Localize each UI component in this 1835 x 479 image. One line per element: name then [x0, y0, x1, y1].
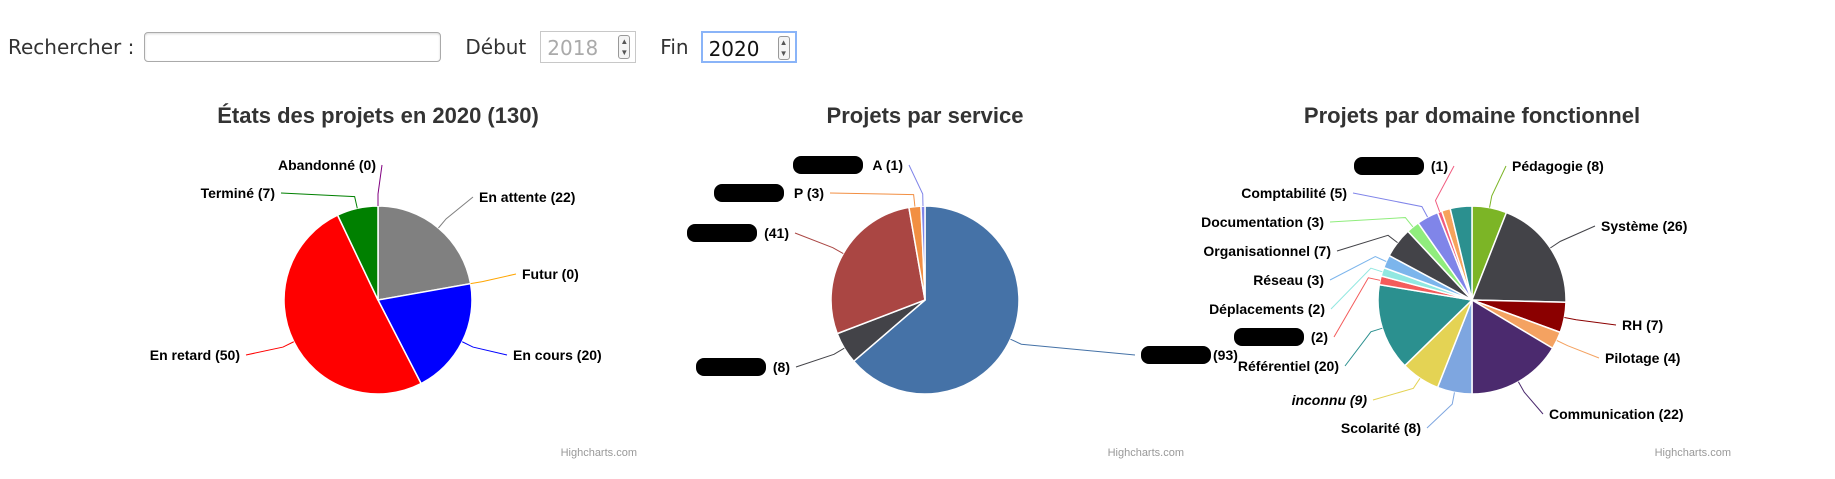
start-year-label: Début — [465, 35, 527, 59]
data-label: (1) — [1431, 158, 1448, 174]
end-year-value: 2020 — [708, 37, 760, 61]
data-label: Communication (22) — [1549, 406, 1684, 422]
connector-line — [280, 192, 358, 209]
data-label: RH (7) — [1622, 317, 1663, 333]
chart-title: États des projets en 2020 (130) — [217, 103, 539, 128]
connector-line — [1564, 317, 1617, 326]
pie-slice-slice[interactable] — [830, 206, 926, 335]
pie-slice-referentiel[interactable] — [1377, 283, 1474, 367]
connector-line — [1336, 234, 1398, 252]
connector-line — [245, 341, 294, 356]
data-label: Organisationnel (7) — [1203, 243, 1331, 259]
filter-toolbar: Rechercher : Début 2018 ▲ ▼ Fin 2020 ▲ ▼ — [8, 27, 797, 67]
chart-title: Projets par domaine fonctionnel — [1304, 103, 1640, 128]
connector-line — [1434, 165, 1455, 212]
end-year-spinner[interactable]: ▲ ▼ — [777, 36, 790, 60]
data-label: Abandonné (0) — [278, 157, 376, 173]
chart-projects-by-domain: Projets par domaine fonctionnel Pédagogie… — [1201, 103, 1731, 459]
connector-line — [1556, 340, 1600, 359]
highcharts-credits[interactable]: Highcharts.com — [1108, 447, 1184, 459]
connector-line — [438, 196, 474, 229]
data-label: En retard (50) — [150, 347, 240, 363]
connector-line — [1489, 165, 1507, 208]
data-label: En cours (20) — [513, 347, 602, 363]
connector-line — [794, 232, 844, 255]
data-label: (41) — [764, 225, 789, 241]
data-label: Référentiel (20) — [1238, 358, 1339, 374]
search-label: Rechercher : — [8, 35, 135, 59]
data-label: (93) — [1213, 347, 1238, 363]
connector-line — [1352, 192, 1429, 218]
connector-line — [795, 347, 845, 368]
data-label: A (1) — [872, 157, 903, 173]
start-year-spinner[interactable]: ▲ ▼ — [618, 35, 631, 59]
connector-line — [1329, 217, 1414, 228]
connector-line — [1517, 381, 1544, 415]
connector-line — [462, 341, 508, 356]
data-label: Système (26) — [1601, 218, 1687, 234]
data-label: En attente (22) — [479, 189, 575, 205]
redaction-mark — [1354, 157, 1424, 175]
redaction-mark — [687, 224, 757, 242]
pie-slice-en-attente[interactable] — [377, 205, 472, 301]
data-label: Déplacements (2) — [1209, 301, 1325, 317]
connector-line — [470, 273, 517, 285]
connector-line — [1372, 378, 1421, 401]
data-label: P (3) — [794, 185, 824, 201]
redaction-mark — [696, 358, 766, 376]
connector-line — [829, 192, 916, 207]
redaction-mark — [1234, 328, 1304, 346]
data-label: Futur (0) — [522, 266, 579, 282]
data-label: Pilotage (4) — [1605, 350, 1680, 366]
pie-slice-slice[interactable] — [1449, 205, 1473, 301]
pie-slice-slice[interactable] — [852, 205, 1020, 395]
data-label: Pédagogie (8) — [1512, 158, 1604, 174]
start-year-value: 2018 — [547, 36, 599, 60]
connector-line — [1329, 256, 1387, 281]
start-year-field[interactable]: 2018 ▲ ▼ — [540, 31, 637, 63]
end-year-label: Fin — [660, 35, 689, 59]
data-label: inconnu (9) — [1292, 392, 1368, 408]
pie-slice-en-retard[interactable] — [283, 214, 423, 395]
pie-slice-communication[interactable] — [1471, 298, 1554, 395]
redaction-mark — [793, 156, 863, 174]
redaction-mark — [1141, 346, 1211, 364]
data-label: (2) — [1311, 329, 1328, 345]
connector-line — [1344, 327, 1383, 367]
connector-line — [908, 164, 924, 207]
highcharts-credits[interactable]: Highcharts.com — [1655, 447, 1731, 459]
data-label: Terminé (7) — [201, 185, 275, 201]
end-year-field[interactable]: 2020 ▲ ▼ — [700, 31, 797, 63]
chart-project-states: États des projets en 2020 (130) Abandonné… — [150, 103, 637, 459]
pie-slice-en-cours[interactable] — [376, 282, 473, 385]
data-label: Documentation (3) — [1201, 214, 1324, 230]
data-label: Réseau (3) — [1253, 272, 1324, 288]
data-label: Scolarité (8) — [1341, 420, 1421, 436]
chart-projects-by-service: Projets par service (93) (8) (41) P (3) A (1)… — [687, 103, 1238, 459]
pie-slice-systeme[interactable] — [1470, 211, 1567, 303]
chart-title: Projets par service — [827, 103, 1024, 128]
search-input[interactable] — [144, 32, 442, 62]
connector-line — [1330, 267, 1383, 310]
redaction-mark — [714, 184, 784, 202]
connector-line — [1333, 277, 1381, 338]
data-label: Comptabilité (5) — [1241, 185, 1347, 201]
data-label: (8) — [773, 359, 790, 375]
highcharts-credits[interactable]: Highcharts.com — [561, 447, 637, 459]
connector-line — [1426, 392, 1455, 429]
connector-line — [377, 164, 383, 206]
connector-line — [1010, 338, 1136, 356]
connector-line — [1550, 225, 1596, 249]
